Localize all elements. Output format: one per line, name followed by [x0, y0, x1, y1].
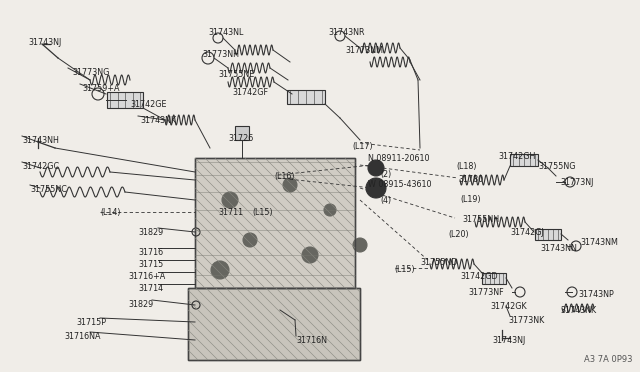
Bar [188, 288, 360, 360]
Text: 31755ND: 31755ND [420, 258, 458, 267]
Text: 31755NH: 31755NH [462, 215, 499, 224]
Text: 31743NN: 31743NN [540, 244, 577, 253]
Bar [535, 228, 561, 240]
Bar [195, 158, 355, 288]
Text: 31715P: 31715P [76, 318, 106, 327]
Text: 31755NG: 31755NG [538, 162, 575, 171]
Circle shape [243, 233, 257, 247]
Bar [195, 158, 355, 288]
Text: N 08911-20610: N 08911-20610 [368, 154, 429, 163]
Text: W 08915-43610: W 08915-43610 [368, 180, 431, 189]
Bar [107, 92, 143, 108]
Text: (L17): (L17) [352, 142, 372, 151]
Text: (L20): (L20) [448, 230, 468, 239]
Text: (L15): (L15) [394, 265, 415, 274]
Text: 31715: 31715 [138, 260, 163, 269]
Bar [235, 126, 249, 140]
Circle shape [368, 160, 384, 176]
Circle shape [283, 178, 297, 192]
Text: 31829: 31829 [128, 300, 153, 309]
Text: 31743NJ: 31743NJ [28, 38, 61, 47]
Text: (L19): (L19) [460, 195, 481, 204]
Text: 31829: 31829 [138, 228, 163, 237]
Text: 31743NP: 31743NP [578, 290, 614, 299]
Text: (L16): (L16) [274, 172, 294, 181]
Text: 31759+A: 31759+A [82, 84, 120, 93]
Text: 31726: 31726 [228, 134, 253, 143]
Text: 31780: 31780 [458, 175, 483, 184]
Text: 31755NC: 31755NC [30, 185, 67, 194]
Text: 31743NJ: 31743NJ [492, 336, 525, 345]
Bar [188, 288, 360, 360]
Circle shape [366, 178, 386, 198]
Circle shape [222, 192, 238, 208]
Bar [482, 273, 506, 283]
Text: 31773NK: 31773NK [508, 316, 544, 325]
Circle shape [324, 204, 336, 216]
Text: 31742GD: 31742GD [460, 272, 498, 281]
Text: (L14): (L14) [100, 208, 120, 217]
Circle shape [353, 238, 367, 252]
Text: A3 7A 0P93: A3 7A 0P93 [584, 355, 632, 364]
Text: (4): (4) [380, 196, 391, 205]
Text: 31716N: 31716N [296, 336, 327, 345]
Text: 31742GE: 31742GE [130, 100, 166, 109]
Text: 31742GC: 31742GC [22, 162, 59, 171]
Text: 31773NG: 31773NG [72, 68, 109, 77]
Text: 31755NE: 31755NE [218, 70, 254, 79]
Circle shape [211, 261, 229, 279]
Text: 31743NK: 31743NK [560, 306, 596, 315]
Text: 31743NH: 31743NH [22, 136, 59, 145]
Text: 31743NL: 31743NL [208, 28, 243, 37]
Text: 31773NJ: 31773NJ [560, 178, 593, 187]
Text: 31743NM: 31743NM [580, 238, 618, 247]
Text: 31742GK: 31742GK [490, 302, 527, 311]
Text: (L15): (L15) [252, 208, 273, 217]
Text: (2): (2) [380, 170, 391, 179]
Text: 31743NK: 31743NK [140, 116, 176, 125]
Text: 31716+A: 31716+A [128, 272, 165, 281]
Text: 31773NF: 31773NF [468, 288, 504, 297]
Text: 31714: 31714 [138, 284, 163, 293]
Text: 31742GJ: 31742GJ [510, 228, 544, 237]
Text: 31742GH: 31742GH [498, 152, 536, 161]
Text: 31742GF: 31742GF [232, 88, 268, 97]
Text: (L18): (L18) [456, 162, 477, 171]
Text: 31773NM: 31773NM [345, 46, 383, 55]
Bar [510, 154, 538, 166]
Bar [287, 90, 325, 104]
Text: 31716: 31716 [138, 248, 163, 257]
Circle shape [302, 247, 318, 263]
Text: 31711: 31711 [218, 208, 243, 217]
Text: 31773NH: 31773NH [202, 50, 239, 59]
Text: 31716NA: 31716NA [64, 332, 100, 341]
Text: 31743NR: 31743NR [328, 28, 365, 37]
